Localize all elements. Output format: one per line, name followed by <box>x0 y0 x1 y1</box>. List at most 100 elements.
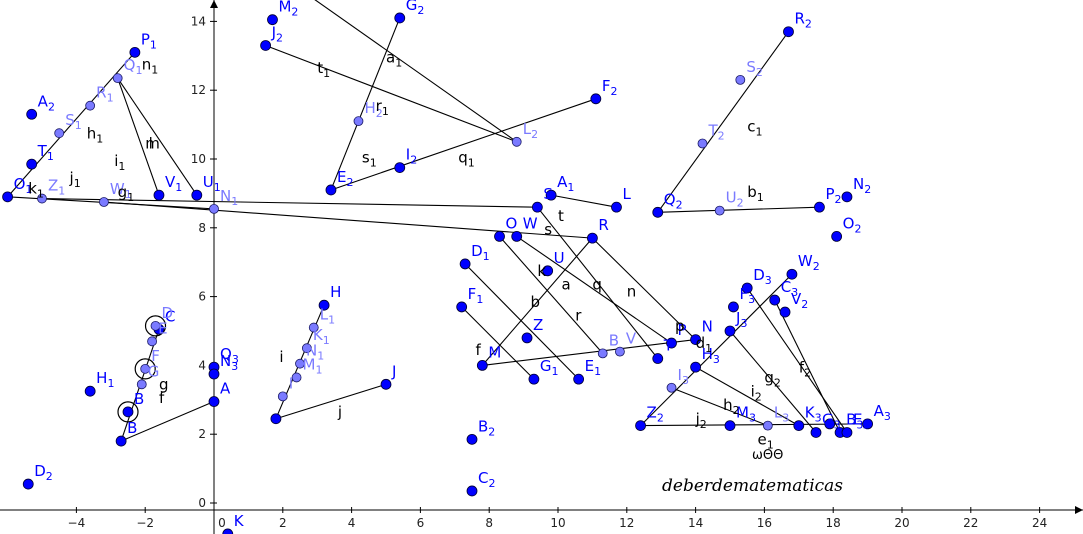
point-G2[interactable] <box>394 12 406 24</box>
point-I3[interactable] <box>666 382 677 393</box>
point-M[interactable] <box>476 359 488 371</box>
point-W[interactable] <box>511 230 523 242</box>
point-U1[interactable] <box>191 189 203 201</box>
point-Jp[interactable] <box>270 413 282 425</box>
point-A2[interactable] <box>26 108 38 120</box>
point-N1[interactable] <box>209 203 219 214</box>
segment-S-Z1[interactable] <box>41 198 538 208</box>
point-W2[interactable] <box>786 268 798 280</box>
point-J2[interactable] <box>260 40 272 51</box>
segment-Q2-R2[interactable] <box>657 31 789 213</box>
point-V[interactable] <box>615 346 625 357</box>
point-C2[interactable] <box>466 485 478 497</box>
point-T2[interactable] <box>697 138 708 149</box>
segment-W-Pq[interactable] <box>516 235 672 344</box>
point-G[interactable] <box>136 379 147 390</box>
point-N[interactable] <box>690 334 701 346</box>
point-G3[interactable] <box>810 427 822 438</box>
point-D1[interactable] <box>459 258 471 270</box>
point-M2[interactable] <box>267 14 278 26</box>
point-D2[interactable] <box>22 478 34 490</box>
segment-F1-G1[interactable] <box>461 306 535 380</box>
point-Z2[interactable] <box>635 420 646 432</box>
point-M1[interactable] <box>291 372 302 383</box>
segment-R-N[interactable] <box>592 237 696 340</box>
point-Z[interactable] <box>521 332 533 344</box>
point-Q[interactable] <box>112 73 123 84</box>
point-R[interactable] <box>587 232 598 244</box>
point-O2[interactable] <box>831 230 843 242</box>
point-Bb[interactable] <box>122 406 134 418</box>
point-S[interactable] <box>54 128 65 139</box>
point-Pq[interactable] <box>666 337 677 349</box>
segment-I3-L3[interactable] <box>671 387 769 427</box>
point-V1[interactable] <box>153 189 165 201</box>
point-T[interactable] <box>26 158 38 170</box>
segment-S-T[interactable] <box>536 206 659 359</box>
segment-E2-G2[interactable] <box>330 17 401 191</box>
point-F1[interactable] <box>456 301 468 313</box>
point-I2[interactable] <box>394 162 406 174</box>
point-Q2[interactable] <box>652 206 664 218</box>
point-A[interactable] <box>208 396 220 407</box>
segment-D1-E1[interactable] <box>464 263 580 380</box>
segment-Q2-P2[interactable] <box>657 206 820 213</box>
point-W1[interactable] <box>99 197 109 207</box>
point-B2[interactable] <box>466 433 478 445</box>
point-R2[interactable] <box>783 26 794 38</box>
point-D1b[interactable] <box>824 418 836 430</box>
segment-M-R[interactable] <box>481 237 593 366</box>
segment-A1-L[interactable] <box>551 194 617 208</box>
point-S2[interactable] <box>735 74 746 85</box>
point-L[interactable] <box>611 201 622 213</box>
point-H2[interactable] <box>353 116 364 127</box>
point-F[interactable] <box>140 363 151 374</box>
segment-Bc-A[interactable] <box>120 401 215 442</box>
point-E[interactable] <box>147 336 157 347</box>
point-A1[interactable] <box>545 189 557 201</box>
point-E3[interactable] <box>841 427 853 438</box>
point-C3[interactable] <box>769 294 781 306</box>
point-J3[interactable] <box>724 325 736 337</box>
point-U[interactable] <box>542 265 554 277</box>
segment-R-W1[interactable] <box>103 201 593 239</box>
segment-H3-K3[interactable] <box>695 366 800 427</box>
point-P2[interactable] <box>814 201 825 213</box>
point-B[interactable] <box>597 348 608 359</box>
point-N2[interactable] <box>841 191 853 203</box>
segment-top[interactable] <box>312 0 518 143</box>
point-Nm[interactable] <box>295 358 305 369</box>
segment-Jp-J[interactable] <box>275 383 387 420</box>
point-O[interactable] <box>494 230 505 242</box>
point-L2[interactable] <box>511 136 522 147</box>
point-T[interactable] <box>652 353 664 364</box>
point-J[interactable] <box>380 378 392 390</box>
segment-O-B[interactable] <box>499 236 604 354</box>
segment-J3-G3[interactable] <box>729 330 817 433</box>
segment-J2-L2[interactable] <box>265 44 517 143</box>
point-K1[interactable] <box>301 343 312 354</box>
segment-C3-B3[interactable] <box>774 299 841 433</box>
point-L3[interactable] <box>762 420 773 431</box>
point-I[interactable] <box>277 391 288 402</box>
point-S[interactable] <box>531 201 543 213</box>
point-F3[interactable] <box>728 301 739 313</box>
point-D[interactable] <box>150 320 161 331</box>
segment-Q-U1[interactable] <box>117 77 198 196</box>
point-N3[interactable] <box>208 368 220 380</box>
point-E2[interactable] <box>325 184 337 196</box>
point-H[interactable] <box>318 299 330 311</box>
point-E1[interactable] <box>573 373 585 385</box>
segment-D3-E3[interactable] <box>746 287 848 433</box>
point-Z1[interactable] <box>37 193 47 204</box>
point-G1[interactable] <box>528 373 540 385</box>
segment-Z2-W2[interactable] <box>640 273 793 426</box>
segment-E2-F2[interactable] <box>330 98 597 191</box>
point-O1[interactable] <box>2 191 13 203</box>
point-K3[interactable] <box>793 420 805 432</box>
segment-M-N[interactable] <box>482 339 696 366</box>
point-A3[interactable] <box>862 418 873 430</box>
point-Bc[interactable] <box>115 435 127 447</box>
point-V2[interactable] <box>779 306 791 318</box>
